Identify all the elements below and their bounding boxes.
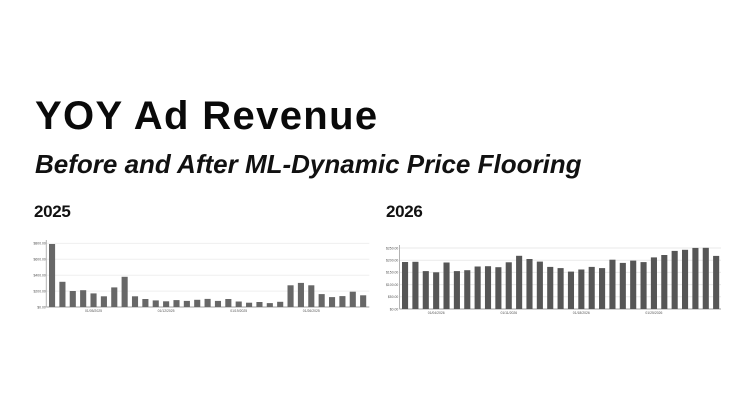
svg-text:$0.00: $0.00 (37, 305, 46, 309)
svg-text:01/25/2026: 01/25/2026 (645, 311, 662, 315)
svg-text:$100.00: $100.00 (386, 283, 398, 287)
svg-text:01/12/2025: 01/12/2025 (158, 309, 175, 313)
svg-text:01/11/2026: 01/11/2026 (500, 311, 517, 315)
svg-text:01/26/2025: 01/26/2025 (303, 309, 320, 313)
svg-text:$150.00: $150.00 (386, 271, 398, 275)
svg-text:01/18/2026: 01/18/2026 (573, 311, 590, 315)
svg-text:$50.00: $50.00 (388, 295, 398, 299)
svg-text:01/19/2025: 01/19/2025 (230, 309, 247, 313)
svg-text:$800.00: $800.00 (34, 242, 46, 246)
svg-text:$600.00: $600.00 (34, 258, 46, 262)
svg-text:01/05/2025: 01/05/2025 (85, 309, 102, 313)
svg-text:$0.00: $0.00 (390, 307, 399, 311)
svg-text:$250.00: $250.00 (386, 246, 398, 250)
svg-text:$200.00: $200.00 (34, 289, 46, 293)
svg-text:01/04/2026: 01/04/2026 (428, 311, 445, 315)
svg-text:$400.00: $400.00 (34, 274, 46, 278)
svg-text:$200.00: $200.00 (386, 259, 398, 263)
